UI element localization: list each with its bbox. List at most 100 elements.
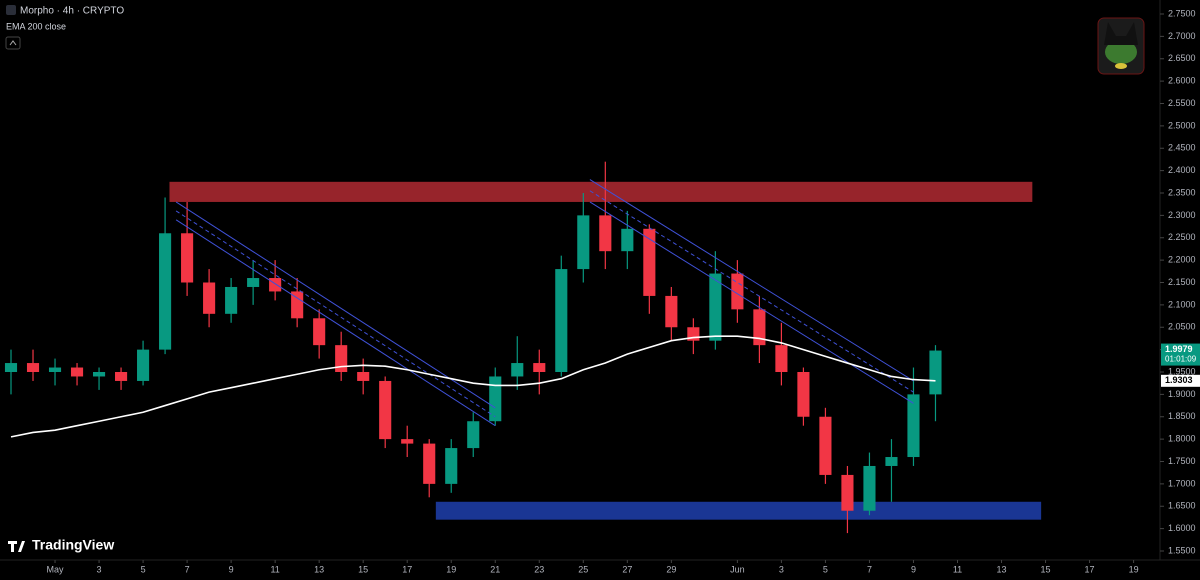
ema-line bbox=[10, 335, 936, 438]
candle-body bbox=[115, 372, 128, 381]
x-tick-label: 19 bbox=[1129, 564, 1139, 574]
y-tick-label: 2.7000 bbox=[1168, 31, 1196, 41]
x-tick-label: 5 bbox=[823, 564, 828, 574]
y-tick-label: 2.5000 bbox=[1168, 120, 1196, 130]
candle-body bbox=[797, 372, 810, 417]
avatar bbox=[1097, 17, 1145, 75]
candle-body bbox=[599, 215, 612, 252]
candle-body bbox=[291, 291, 304, 319]
x-tick-label: 29 bbox=[666, 564, 676, 574]
candle-body bbox=[709, 273, 722, 341]
candle-body bbox=[775, 345, 788, 372]
ema-price-label: 1.9303 bbox=[1165, 375, 1193, 385]
x-tick-label: 17 bbox=[402, 564, 412, 574]
y-tick-label: 1.8500 bbox=[1168, 411, 1196, 421]
x-tick-label: 13 bbox=[314, 564, 324, 574]
candle-body bbox=[929, 350, 942, 395]
candle-body bbox=[269, 278, 282, 292]
channel-mid bbox=[175, 210, 496, 418]
y-tick-label: 1.9000 bbox=[1168, 389, 1196, 399]
candle-body bbox=[159, 233, 172, 350]
symbol-title: Morpho · 4h · CRYPTO bbox=[20, 6, 124, 17]
indicator-legend[interactable]: EMA 200 close bbox=[6, 21, 66, 31]
countdown-label: 01:01:09 bbox=[1165, 355, 1197, 364]
logo-icon bbox=[8, 541, 25, 552]
candle-body bbox=[423, 443, 436, 484]
x-tick-label: 5 bbox=[141, 564, 146, 574]
x-tick-label: 9 bbox=[229, 564, 234, 574]
candle-body bbox=[225, 286, 238, 314]
candle-body bbox=[357, 372, 370, 381]
y-tick-label: 2.6500 bbox=[1168, 53, 1196, 63]
candle-body bbox=[731, 273, 744, 310]
y-tick-label: 1.6000 bbox=[1168, 523, 1196, 533]
candle-body bbox=[313, 318, 326, 346]
tradingview-logo: TradingView bbox=[8, 537, 114, 553]
candle-body bbox=[885, 457, 898, 466]
y-tick-label: 2.4500 bbox=[1168, 143, 1196, 153]
candle-body bbox=[203, 282, 216, 314]
y-tick-label: 1.5500 bbox=[1168, 545, 1196, 555]
candle-body bbox=[533, 363, 546, 372]
y-tick-label: 2.3000 bbox=[1168, 210, 1196, 220]
candle-body bbox=[555, 269, 568, 372]
y-tick-label: 2.6000 bbox=[1168, 76, 1196, 86]
x-tick-label: 3 bbox=[779, 564, 784, 574]
candle-body bbox=[819, 416, 832, 475]
candle-body bbox=[621, 228, 634, 252]
zone bbox=[435, 501, 1042, 520]
symbol-icon bbox=[6, 5, 16, 15]
y-tick-label: 2.5500 bbox=[1168, 98, 1196, 108]
candle-body bbox=[467, 421, 480, 449]
y-tick-label: 1.6500 bbox=[1168, 501, 1196, 511]
y-tick-label: 2.1500 bbox=[1168, 277, 1196, 287]
candle-body bbox=[841, 474, 854, 511]
channel-lower bbox=[175, 219, 496, 427]
candle-body bbox=[445, 448, 458, 484]
logo-text: TradingView bbox=[32, 537, 114, 553]
candle-body bbox=[48, 367, 62, 372]
x-tick-label: 9 bbox=[911, 564, 916, 574]
y-tick-label: 1.7500 bbox=[1168, 456, 1196, 466]
channel-mid bbox=[589, 190, 914, 393]
candle-body bbox=[665, 295, 678, 328]
candle-body bbox=[92, 372, 106, 377]
candle-body bbox=[401, 439, 414, 444]
x-tick-label: May bbox=[47, 564, 65, 574]
x-tick-label: 23 bbox=[534, 564, 544, 574]
x-tick-label: 15 bbox=[1041, 564, 1051, 574]
x-tick-label: 7 bbox=[867, 564, 872, 574]
candle-body bbox=[379, 380, 392, 440]
y-tick-label: 1.9500 bbox=[1168, 366, 1196, 376]
x-tick-label: 7 bbox=[185, 564, 190, 574]
y-tick-label: 2.4000 bbox=[1168, 165, 1196, 175]
y-tick-label: 2.7500 bbox=[1168, 8, 1196, 18]
x-tick-label: 11 bbox=[270, 564, 279, 574]
avatar-emblem bbox=[1115, 63, 1127, 69]
x-tick-label: 15 bbox=[358, 564, 368, 574]
channel-lower bbox=[589, 201, 914, 404]
collapse-button[interactable] bbox=[5, 36, 21, 50]
candle-body bbox=[335, 345, 348, 372]
x-tick-label: 17 bbox=[1085, 564, 1095, 574]
y-tick-label: 2.0500 bbox=[1168, 322, 1196, 332]
candle-body bbox=[137, 349, 150, 381]
candle-body bbox=[577, 215, 590, 270]
candle-body bbox=[247, 278, 260, 287]
x-tick-label: 25 bbox=[578, 564, 588, 574]
candle-body bbox=[511, 363, 524, 377]
channel-upper bbox=[175, 201, 496, 409]
candle-body bbox=[753, 309, 766, 346]
y-tick-label: 1.7000 bbox=[1168, 478, 1196, 488]
y-tick-label: 2.2500 bbox=[1168, 232, 1196, 242]
y-tick-label: 1.8000 bbox=[1168, 434, 1196, 444]
y-tick-label: 2.2000 bbox=[1168, 255, 1196, 265]
candle-body bbox=[489, 376, 502, 422]
x-tick-label: 13 bbox=[997, 564, 1007, 574]
last-price-label: 1.9979 bbox=[1165, 344, 1193, 354]
x-tick-label: Jun bbox=[730, 564, 745, 574]
avatar-face bbox=[1105, 40, 1137, 64]
x-tick-label: 27 bbox=[622, 564, 632, 574]
